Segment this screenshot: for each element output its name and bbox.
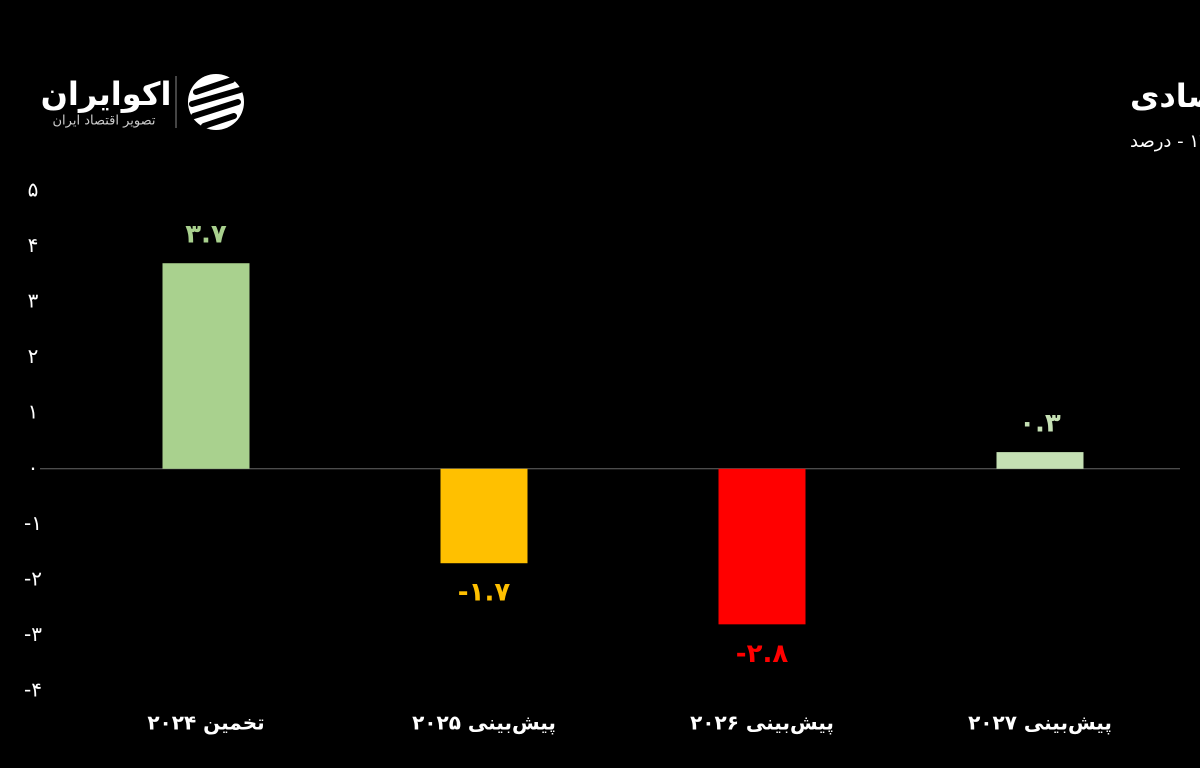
y-tick-label: ۵	[28, 178, 39, 202]
x-tick-label: پیش‌بینی ۲۰۲۶	[690, 711, 834, 736]
bar	[440, 468, 528, 564]
x-tick-label: تخمین ۲۰۲۴	[147, 711, 264, 735]
bar	[996, 452, 1084, 469]
bar	[162, 263, 250, 469]
value-label: -۱.۷	[458, 578, 511, 608]
chart-subtitle: برآورد بانک جهانی – مهر ۱۴۰۴ - درصد	[1130, 129, 1200, 152]
y-tick-label: ۱	[28, 400, 39, 424]
logo-name: اکوایران	[41, 75, 172, 113]
value-label: ۳.۷	[185, 220, 227, 250]
x-tick-label: پیش‌بینی ۲۰۲۷	[968, 711, 1112, 736]
y-tick-label: ۳	[28, 289, 39, 313]
logo-stripes	[189, 77, 243, 129]
value-label: ۰.۳	[1019, 409, 1061, 439]
chart-title: رشد اقتصادی	[1130, 77, 1200, 115]
bar	[718, 468, 806, 625]
logo: اکوایران تصویر اقتصاد ایران	[41, 74, 244, 130]
x-tick-label: پیش‌بینی ۲۰۲۵	[412, 711, 556, 736]
logo-tagline: تصویر اقتصاد ایران	[53, 114, 156, 129]
y-tick-label: -۱	[24, 511, 42, 535]
y-tick-label: -۴	[24, 678, 42, 702]
value-label: -۲.۸	[736, 639, 789, 669]
y-tick-label: ۴	[28, 233, 39, 257]
y-tick-label: -۳	[24, 622, 42, 646]
y-tick-label: -۲	[24, 566, 42, 590]
y-tick-label: ۲	[28, 344, 39, 368]
y-tick-label: ۰	[28, 455, 39, 479]
